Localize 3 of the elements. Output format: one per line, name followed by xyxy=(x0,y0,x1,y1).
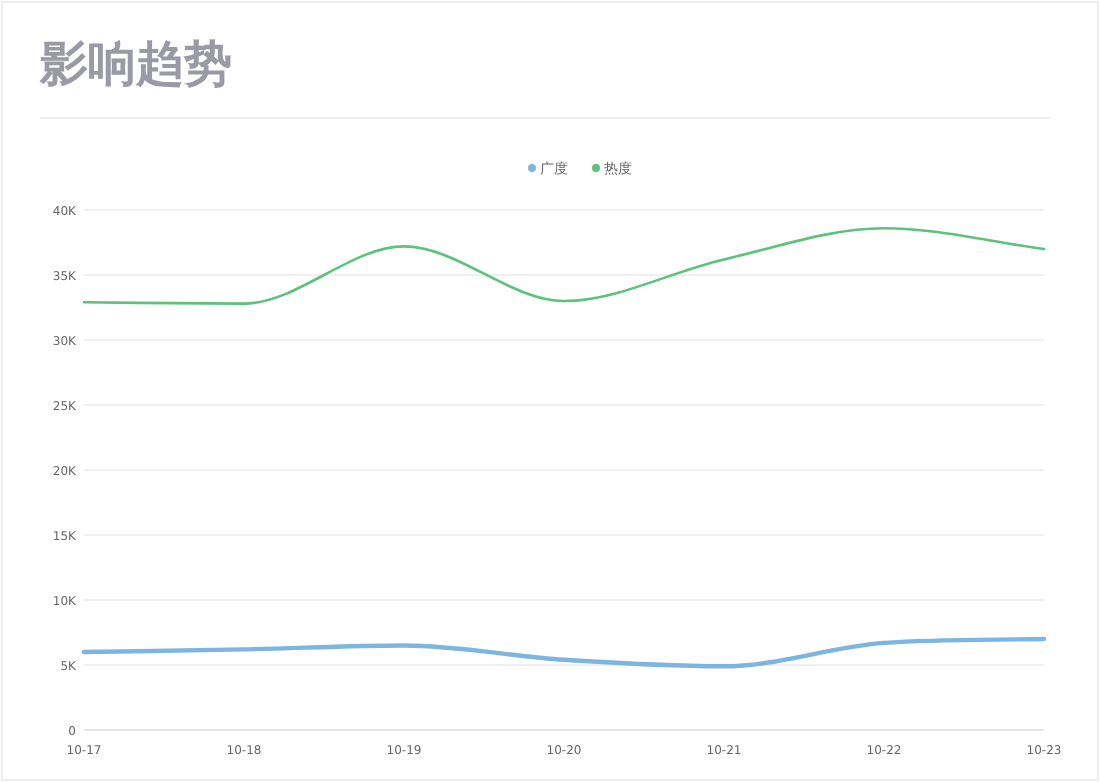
chart-title: 影响趋势 xyxy=(38,36,232,92)
line-series xyxy=(81,636,1047,669)
line-series xyxy=(82,226,1046,305)
